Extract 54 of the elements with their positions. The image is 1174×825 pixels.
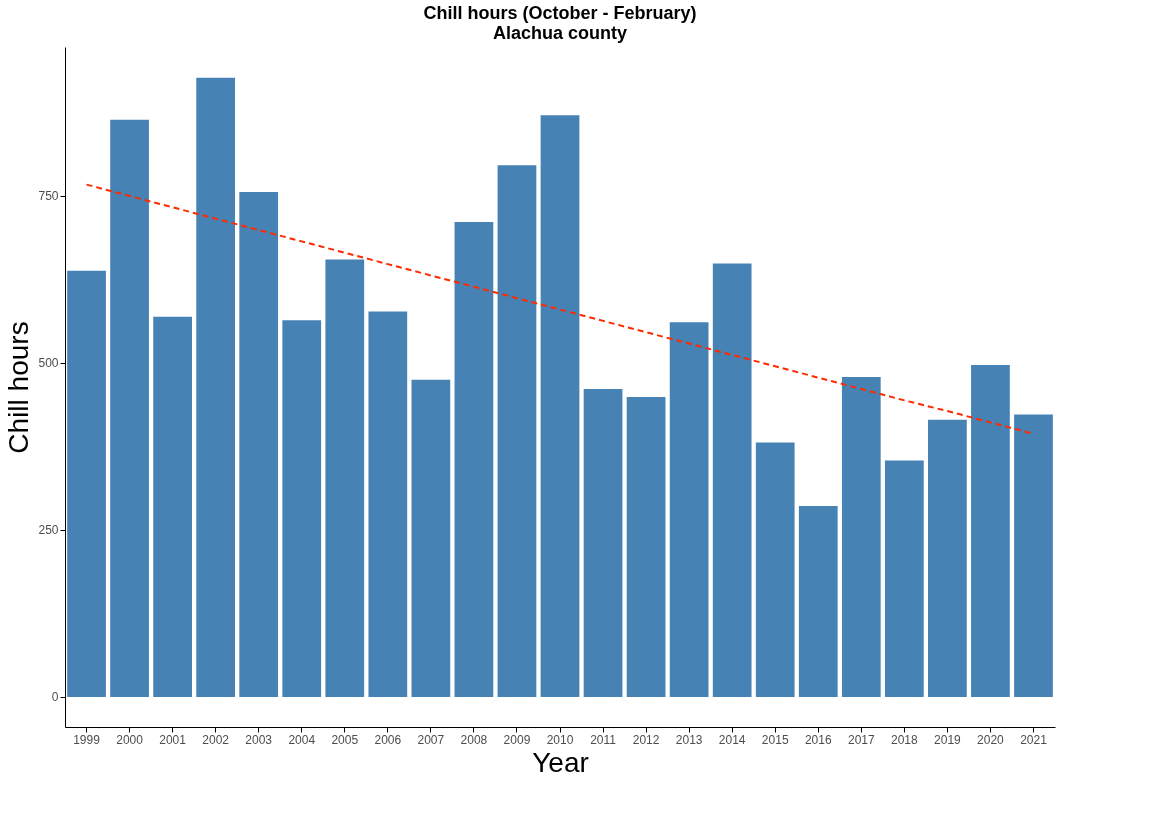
chart-title: Chill hours (October - February): [423, 3, 697, 23]
bar: [841, 376, 881, 697]
x-tick-label: 2000: [116, 732, 144, 747]
bar: [583, 389, 623, 697]
bar: [798, 505, 838, 697]
x-tick-label: 2019: [934, 732, 962, 747]
x-tick-label: 2007: [417, 732, 445, 747]
y-tick-label: 250: [38, 523, 59, 538]
chart-subtitle: Alachua county: [492, 23, 628, 43]
bar: [540, 115, 580, 697]
x-tick-label: 2016: [804, 732, 832, 747]
bar: [669, 322, 709, 697]
bar: [110, 119, 149, 697]
bar: [454, 222, 494, 697]
x-tick-label: 2005: [331, 732, 359, 747]
bar: [282, 320, 322, 697]
x-tick-label: 2003: [245, 732, 273, 747]
bar: [884, 460, 924, 697]
bar: [626, 397, 666, 697]
x-tick-label: 2008: [460, 732, 488, 747]
x-tick-label: 2001: [159, 732, 187, 747]
x-tick-label: 2018: [891, 732, 919, 747]
bar: [325, 259, 365, 697]
bar: [755, 442, 795, 697]
x-tick-label: 2017: [847, 732, 875, 747]
y-tick-label: 500: [38, 356, 59, 371]
bar: [153, 316, 192, 697]
x-tick-label: 2004: [288, 732, 316, 747]
bar: [1014, 414, 1053, 697]
bar: [368, 311, 408, 697]
bar: [971, 364, 1010, 697]
x-tick-label: 2002: [202, 732, 230, 747]
bar: [239, 191, 279, 697]
bar: [196, 77, 236, 697]
x-tick-label: 2009: [503, 732, 531, 747]
x-tick-label: 2020: [977, 732, 1005, 747]
x-tick-label: 2010: [546, 732, 574, 747]
y-tick-label: 750: [38, 189, 59, 204]
bar: [67, 270, 106, 697]
x-tick-label: 2013: [675, 732, 703, 747]
x-tick-label: 2015: [761, 732, 789, 747]
bar: [712, 263, 752, 697]
x-axis-title: Year: [532, 746, 589, 778]
x-tick-label: 2011: [590, 732, 617, 747]
x-tick-label: 2006: [374, 732, 402, 747]
x-tick-label: 2012: [632, 732, 660, 747]
y-tick-label: 0: [51, 690, 59, 705]
x-tick-label: 2014: [718, 732, 746, 747]
x-tick-label: 1999: [73, 732, 101, 747]
bar: [928, 419, 967, 697]
y-axis-title: Chill hours: [3, 321, 35, 454]
bar: [497, 165, 537, 697]
bar: [411, 379, 451, 697]
x-tick-label: 2021: [1020, 732, 1048, 747]
